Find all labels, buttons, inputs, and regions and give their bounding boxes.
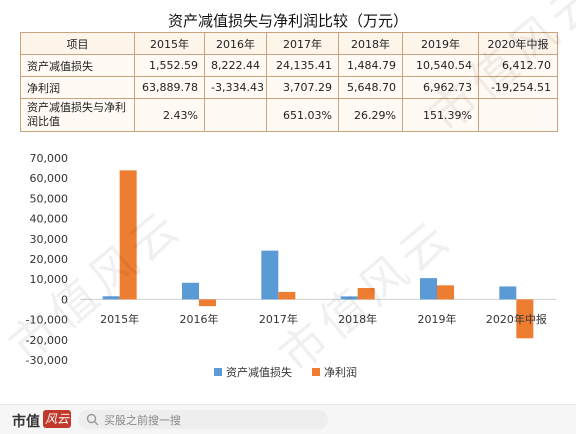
x-tick-label: 2017年: [259, 312, 298, 326]
y-tick-label: -10,000: [26, 314, 68, 327]
x-tick-label: 2016年: [180, 312, 219, 326]
table-cell: 1,552.59: [134, 54, 205, 77]
table-header-cell: 项目: [20, 32, 135, 55]
x-tick-label: 2019年: [418, 312, 457, 326]
chart-figure: 资产减值损失与净利润比较（万元） 项目 2015年 2016年 2017年 20…: [0, 0, 576, 383]
table-cell: 2.43%: [134, 98, 205, 132]
x-tick-label: 2018年: [338, 312, 377, 326]
table-cell: 151.39%: [402, 98, 479, 132]
table-row: 净利润 63,889.78 -3,334.43 3,707.29 5,648.7…: [20, 76, 558, 99]
bar-impairment-loss: [420, 278, 437, 300]
bar-impairment-loss: [182, 282, 199, 300]
table-header-cell: 2017年: [266, 32, 339, 55]
brand-name: 市值: [12, 414, 40, 430]
y-tick-label: 30,000: [30, 233, 69, 246]
table-row-label: 净利润: [20, 76, 135, 99]
bar-net-profit: [119, 170, 137, 300]
data-table: 项目 2015年 2016年 2017年 2018年 2019年 2020年中报…: [20, 32, 558, 132]
table-cell: 8,222.44: [204, 54, 267, 77]
y-tick-label: 10,000: [30, 273, 69, 286]
table-cell: -3,334.43: [204, 76, 267, 99]
y-tick-label: 20,000: [30, 253, 69, 266]
table-header-cell: 2019年: [402, 32, 479, 55]
table-cell: 1,484.79: [338, 54, 403, 77]
table-cell: 6,962.73: [402, 76, 479, 99]
bar-impairment-loss: [261, 250, 279, 300]
table-row: 资产减值损失 1,552.59 8,222.44 24,135.41 1,484…: [20, 54, 558, 77]
bar-chart: -30,000 -20,000 -10,000 0 10,000 20,000 30,000…: [26, 152, 556, 379]
y-tick-label: 60,000: [30, 172, 69, 185]
table-header-cell: 2015年: [134, 32, 205, 55]
table-cell: [204, 98, 267, 132]
y-tick-label: 40,000: [30, 213, 69, 226]
table-cell: 651.03%: [266, 98, 339, 132]
x-tick-label: 2020年中报: [486, 312, 547, 326]
y-tick-label: 70,000: [30, 152, 69, 165]
table-header-cell: 2020年中报: [478, 32, 558, 55]
bar-impairment-loss: [102, 296, 120, 300]
table-cell: 3,707.29: [266, 76, 339, 99]
y-tick-label: -20,000: [26, 334, 68, 347]
table-cell: 6,412.70: [478, 54, 558, 77]
bar-net-profit: [516, 299, 534, 339]
legend-label: 资产减值损失: [226, 365, 292, 379]
table-title: 资产减值损失与净利润比较（万元）: [167, 12, 408, 30]
table-cell: 26.29%: [338, 98, 403, 132]
table-cell: 10,540.54: [402, 54, 479, 77]
bar-net-profit: [437, 285, 454, 300]
table-cell: 5,648.70: [338, 76, 403, 99]
legend-swatch: [214, 368, 222, 376]
table-header-cell: 2016年: [204, 32, 267, 55]
x-tick-label: 2015年: [100, 312, 139, 326]
table-cell: 63,889.78: [134, 76, 205, 99]
bar-impairment-loss: [499, 286, 517, 300]
bottom-bar: 市值 风云 买股之前搜一搜: [0, 404, 576, 434]
search-icon: [86, 413, 99, 426]
table-cell: -19,254.51: [478, 76, 558, 99]
table-cell: 24,135.41: [266, 54, 339, 77]
table-row: 资产减值损失与净利润比值 2.43% 651.03% 26.29% 151.39…: [20, 98, 558, 132]
legend-swatch: [312, 368, 320, 376]
y-tick-label: 0: [61, 293, 68, 306]
brand-logo: 风云: [43, 410, 71, 428]
bar-net-profit: [199, 299, 216, 307]
table-row-label: 资产减值损失与净利润比值: [20, 98, 135, 132]
y-tick-label: -30,000: [26, 354, 68, 367]
y-tick-label: 50,000: [30, 192, 69, 205]
bar-impairment-loss: [340, 296, 358, 300]
bar-net-profit: [357, 287, 375, 300]
legend-label: 净利润: [324, 365, 357, 379]
table-header-row: 项目 2015年 2016年 2017年 2018年 2019年 2020年中报: [20, 32, 558, 55]
search-box[interactable]: 买股之前搜一搜: [78, 410, 328, 429]
table-header-cell: 2018年: [338, 32, 403, 55]
table-cell: [478, 98, 558, 132]
search-placeholder: 买股之前搜一搜: [104, 414, 181, 427]
table-row-label: 资产减值损失: [20, 54, 135, 77]
bar-net-profit: [278, 291, 296, 300]
